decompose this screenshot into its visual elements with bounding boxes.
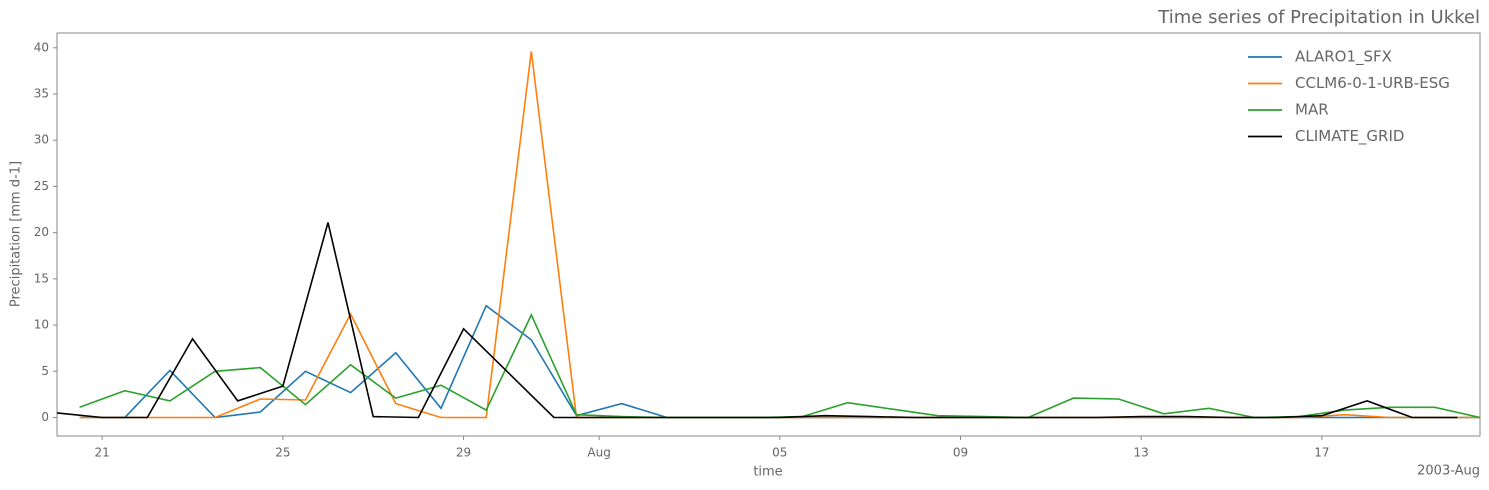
y-tick-label: 35 [34,87,49,101]
y-tick-label: 0 [41,410,49,424]
y-tick-label: 15 [34,271,49,285]
x-tick-label: 21 [95,446,110,460]
plot-frame [56,32,1481,437]
x-tick-label: 09 [953,446,968,460]
y-axis-label: Precipitation [mm d-1] [9,161,24,307]
legend-label: CCLM6-0-1-URB-ESG [1295,74,1450,92]
y-tick-label: 5 [41,364,49,378]
series-line [56,222,1458,419]
x-tick-label: 25 [275,446,290,460]
y-tick-label: 30 [34,133,49,147]
legend-label: ALARO1_SFX [1295,48,1392,67]
x-tick-label: 29 [456,446,471,460]
x-tick-label: Aug [587,446,610,460]
x-offset-label: 2003-Aug [1417,464,1480,479]
y-tick-label: 20 [34,225,49,239]
y-tick-label: 10 [34,318,49,332]
x-tick-label: 13 [1134,446,1149,460]
y-tick-label: 40 [34,40,49,54]
legend-label: CLIMATE_GRID [1295,127,1404,146]
x-axis-label: time [753,465,782,480]
y-tick-label: 25 [34,179,49,193]
x-tick-label: 05 [772,446,787,460]
series-line [79,312,1481,419]
x-tick-label: 17 [1314,446,1329,460]
chart-title: Time series of Precipitation in Ukkel [1157,7,1480,28]
legend-label: MAR [1295,101,1329,119]
